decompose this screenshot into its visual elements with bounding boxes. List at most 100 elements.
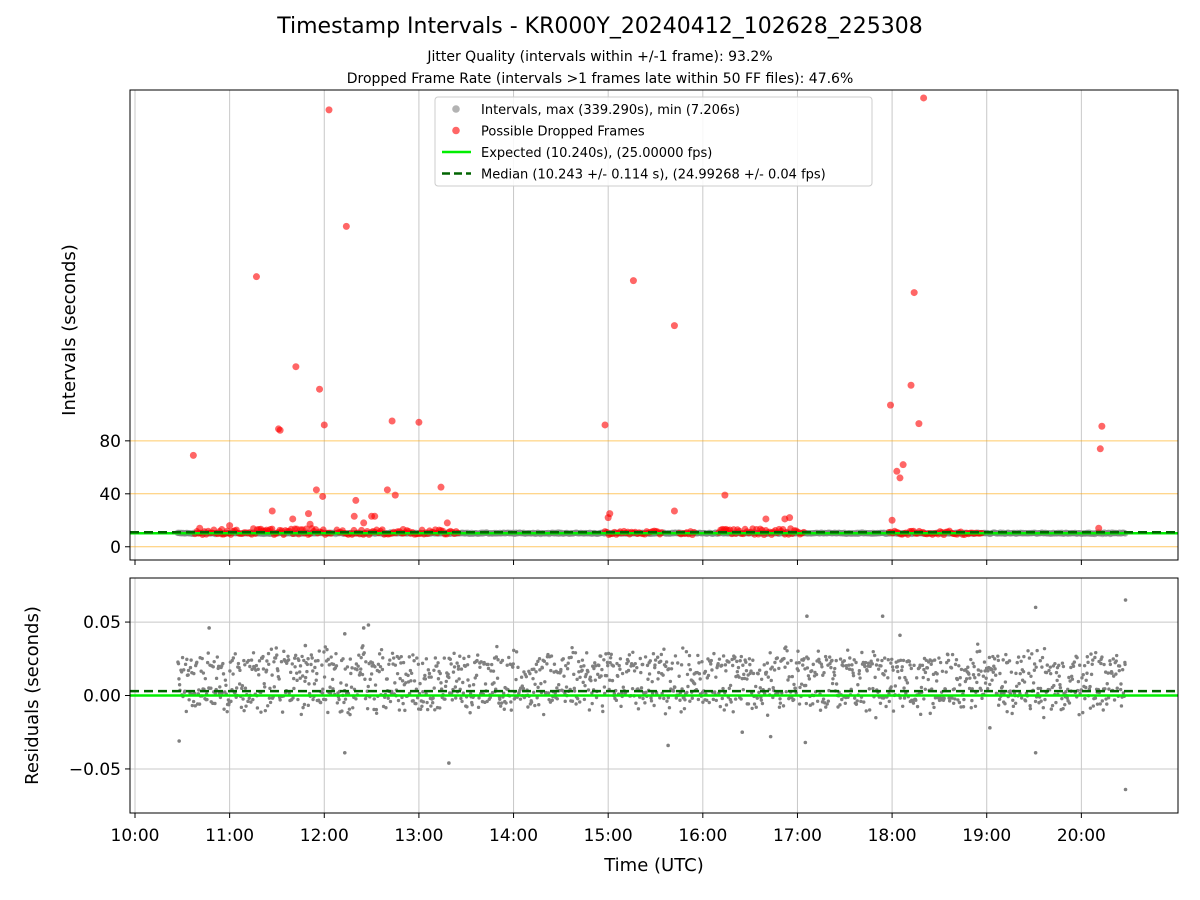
bottom-y-tick-label: 0.05 xyxy=(83,613,121,633)
residual-point xyxy=(814,672,819,677)
top-reference-lines xyxy=(130,440,1178,548)
dropped-point xyxy=(252,273,260,281)
residual-point xyxy=(294,653,298,658)
residual-point xyxy=(211,665,215,669)
residual-point xyxy=(282,649,286,654)
residual-point xyxy=(1099,661,1103,666)
residual-point xyxy=(601,709,605,714)
residual-point xyxy=(646,677,650,681)
residual-point xyxy=(792,682,796,687)
residual-point xyxy=(700,659,704,664)
residual-point xyxy=(364,660,368,664)
residual-point xyxy=(342,750,347,755)
dropped-point xyxy=(360,519,368,527)
residual-point xyxy=(415,696,420,700)
residual-point xyxy=(279,659,284,664)
residual-point xyxy=(384,706,388,710)
residual-point xyxy=(682,706,687,711)
residual-point xyxy=(380,667,385,672)
residual-point xyxy=(992,657,997,661)
residual-point xyxy=(638,656,642,661)
residual-point xyxy=(456,664,461,669)
residual-point xyxy=(718,704,723,709)
residual-point xyxy=(647,672,652,676)
residual-point xyxy=(1000,684,1005,689)
residual-point xyxy=(564,663,568,668)
residual-point xyxy=(806,657,810,661)
residual-point xyxy=(618,657,623,661)
residual-point xyxy=(1119,704,1124,708)
residual-point xyxy=(969,706,973,710)
residual-point xyxy=(200,656,204,661)
residual-point xyxy=(221,661,225,666)
residual-point xyxy=(773,660,777,665)
residual-point xyxy=(470,703,474,707)
residual-point xyxy=(867,687,872,691)
residual-point xyxy=(298,676,302,680)
residual-point xyxy=(972,664,976,669)
residual-point xyxy=(998,671,1002,676)
residual-point xyxy=(626,668,631,673)
residual-point xyxy=(986,669,990,673)
dropped-frame-rate-subtitle: Dropped Frame Rate (intervals >1 frames … xyxy=(346,71,854,87)
residual-point xyxy=(476,653,480,657)
residual-point xyxy=(777,666,781,671)
residual-point xyxy=(186,673,190,677)
residual-point xyxy=(755,696,759,700)
dropped-point xyxy=(415,418,423,426)
residual-point xyxy=(583,683,587,688)
top-y-tick-label: 40 xyxy=(99,485,121,505)
residual-point xyxy=(388,699,393,704)
residual-point xyxy=(533,682,537,686)
residual-point xyxy=(438,671,442,676)
residual-point xyxy=(801,663,805,667)
residual-point xyxy=(418,681,422,686)
residual-point xyxy=(322,650,326,654)
residual-point xyxy=(569,655,573,660)
residual-point xyxy=(1041,706,1045,710)
residual-point xyxy=(490,662,494,667)
residual-point xyxy=(536,685,540,690)
residual-point xyxy=(542,659,547,663)
residual-point xyxy=(1007,659,1012,663)
residual-point xyxy=(757,668,762,672)
residual-point xyxy=(942,696,946,701)
dropped-point xyxy=(196,524,204,532)
residual-point xyxy=(768,651,772,655)
residual-point xyxy=(757,690,761,695)
residual-point xyxy=(991,670,995,674)
residual-point xyxy=(667,706,672,710)
residual-point xyxy=(572,686,577,691)
residual-point xyxy=(882,673,886,677)
residual-point xyxy=(714,698,718,703)
residual-point xyxy=(733,655,737,659)
residual-point xyxy=(557,683,561,687)
residual-point xyxy=(1032,668,1037,672)
residual-point xyxy=(572,672,576,677)
residual-point xyxy=(661,673,665,677)
residual-point xyxy=(810,669,814,673)
residual-point xyxy=(751,671,756,676)
x-tick-label: 16:00 xyxy=(678,826,727,846)
residual-point xyxy=(541,712,546,717)
dropped-point xyxy=(276,426,284,434)
residual-point xyxy=(604,673,609,678)
residual-point xyxy=(868,664,872,669)
residual-point xyxy=(1030,652,1034,656)
residual-point xyxy=(1049,671,1053,676)
residual-point xyxy=(723,663,728,667)
residual-point xyxy=(915,704,920,709)
residual-point xyxy=(636,707,641,711)
residual-point xyxy=(343,697,348,701)
residual-point xyxy=(831,677,835,681)
residual-point xyxy=(535,696,539,700)
residual-point xyxy=(770,665,774,669)
residual-point xyxy=(883,669,888,673)
residual-point xyxy=(1115,686,1119,690)
residual-point xyxy=(615,661,619,666)
residual-point xyxy=(962,697,966,702)
residual-point xyxy=(928,711,932,716)
residual-point xyxy=(1123,598,1128,602)
residual-point xyxy=(681,646,685,650)
residual-point xyxy=(362,651,366,655)
